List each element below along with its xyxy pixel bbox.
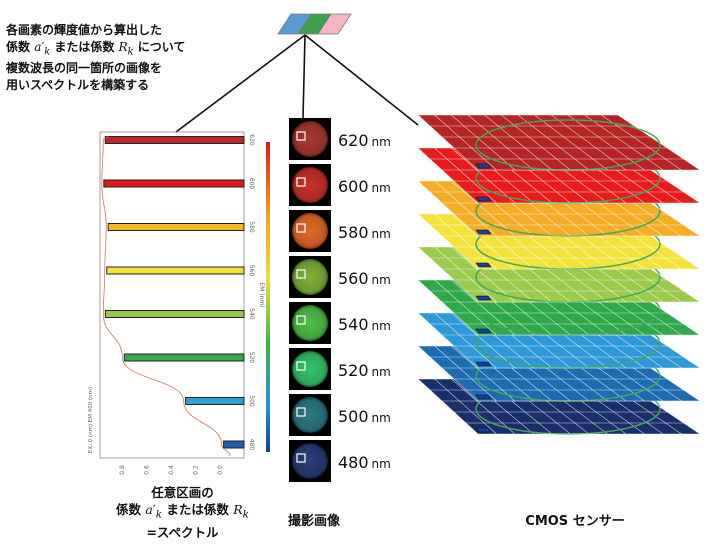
sensor-roi-pixel: [475, 262, 492, 268]
wavelength-label-520: 520 nm: [338, 361, 391, 380]
connector-to-spectrum: [175, 34, 306, 133]
right-axis-tick-label: 560: [248, 265, 255, 277]
spectrum-bar-500: [185, 397, 245, 405]
roi-marker: [296, 131, 306, 141]
right-axis-tick-label: 620: [248, 134, 255, 146]
spectrum-bar-620: [104, 136, 245, 144]
spectrum-frame: [99, 131, 245, 459]
top-note-line-4: 用いスペクトルを構築する: [6, 78, 150, 93]
cmos-sensor-stack: [416, 114, 702, 435]
roi-marker: [296, 407, 306, 417]
wavelength-label-540: 540 nm: [338, 315, 391, 334]
roi-marker: [296, 315, 306, 325]
wavelength-labels: 620 nm 600 nm 580 nm 560 nm 540 nm 520 nm 500 nm 480 nm: [338, 131, 391, 472]
spectrum-bar-580: [107, 223, 245, 231]
captured-images-column: [289, 118, 331, 482]
wavelength-label-480: 480 nm: [338, 453, 391, 472]
bottom-axis-tick-label: 0.8: [119, 465, 126, 475]
right-axis-tick-label: 600: [248, 178, 255, 190]
roi-marker: [296, 453, 306, 463]
spectrum-bar-600: [103, 179, 245, 188]
captured-image-disc: [292, 167, 328, 203]
bottom-axis-tick-label: 0.0: [217, 465, 224, 475]
captured-images-caption: 撮影画像: [287, 514, 340, 529]
spectrum-curve: [101, 135, 231, 457]
top-note-line-2: 係数 a′k または係数 Rk について: [6, 40, 186, 58]
captured-image-disc: [292, 443, 328, 479]
sensor-roi-pixel: [475, 361, 492, 367]
top-note-caption: 各画素の輝度値から算出した 係数 a′k または係数 Rk について 複数波長の…: [6, 22, 216, 94]
sensor-roi-pixel: [475, 394, 492, 400]
spectrum-bar-540: [104, 310, 245, 318]
sensor-roi-pixel: [475, 427, 492, 433]
right-axis-tick-label: 500: [248, 395, 255, 407]
bottom-axis-tick-label: 0.6: [144, 465, 151, 475]
sensor-roi-pixel: [475, 229, 492, 235]
bottom-axis-tick-label: 0.2: [193, 465, 200, 475]
spectrum-bar-560: [106, 266, 245, 275]
spectrum-caption-line-3: =スペクトル: [146, 524, 219, 540]
captured-image-disc: [292, 121, 328, 157]
right-axis-tick-label: 580: [248, 221, 255, 233]
spectrum-caption-line-2: 係数 a′k または係数 Rk: [116, 502, 249, 521]
spectrum-chart: 620 600 580 560 540 520 500 480 EM (nm) EX: 0 (nm…: [88, 131, 270, 475]
right-axis-label: EM (nm): [258, 282, 265, 307]
connector-lines: [175, 34, 419, 133]
right-axis-tick-label: 520: [248, 352, 255, 364]
sensor-layer-1: [416, 114, 702, 171]
cmos-sensor-caption: CMOS センサー: [525, 514, 625, 529]
sensor-roi-pixel: [475, 163, 492, 169]
spectrum-caption-line-1: 任意区画の: [151, 485, 214, 500]
connector-to-images: [302, 34, 306, 119]
wavelength-label-580: 580 nm: [338, 223, 391, 242]
roi-marker: [296, 269, 306, 279]
top-note-line-1: 各画素の輝度値から算出した: [6, 23, 163, 37]
spectral-stack-icon: [277, 13, 352, 35]
spectrum-caption: 任意区画の 係数 a′k または係数 Rk =スペクトル: [90, 484, 275, 541]
roi-marker: [296, 177, 306, 187]
spectrum-bar-480: [223, 440, 245, 449]
sensor-roi-pixel: [475, 196, 492, 202]
sensor-roi-pixel: [475, 295, 492, 301]
right-axis-tick-label: 480: [248, 439, 255, 451]
bottom-axis-tick-label: 0.4: [168, 465, 175, 475]
wavelength-label-500: 500 nm: [338, 407, 391, 426]
wavelength-label-620: 620 nm: [338, 131, 391, 150]
left-axis-label: EX: 0 (nm) EM 400 (nm): [88, 387, 94, 453]
right-axis-tick-label: 540: [248, 308, 255, 320]
captured-image-disc: [292, 259, 328, 295]
captured-image-disc: [292, 397, 328, 433]
top-note-line-3: 複数波長の同一箇所の画像を: [6, 61, 163, 76]
captured-image-disc: [292, 351, 328, 387]
connector-to-sensor: [304, 34, 419, 126]
roi-marker: [296, 361, 306, 371]
wavelength-label-560: 560 nm: [338, 269, 391, 288]
spectrum-bar-520: [123, 353, 245, 362]
captured-image-disc: [292, 213, 328, 249]
sensor-roi-pixel: [475, 328, 492, 334]
wavelength-label-600: 600 nm: [338, 177, 391, 196]
spectral-swatch-3: [317, 13, 352, 35]
captured-image-disc: [292, 305, 328, 341]
wavelength-color-scale: [266, 142, 270, 452]
roi-marker: [296, 223, 306, 233]
